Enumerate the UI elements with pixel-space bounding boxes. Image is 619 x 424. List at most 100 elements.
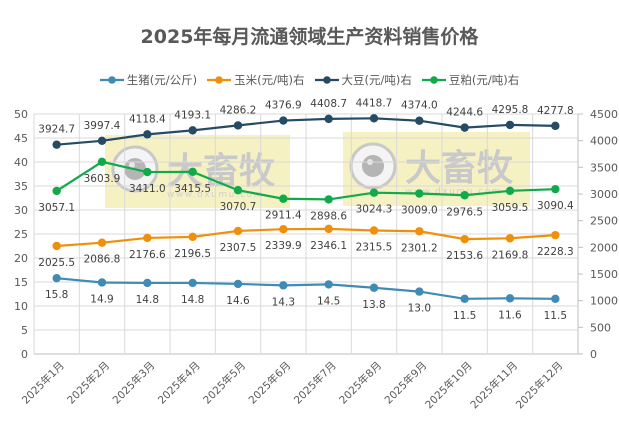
data-point: [52, 186, 61, 196]
y-right-tick: 3000: [590, 188, 618, 201]
y-left-tick: 10: [14, 300, 28, 313]
data-point: [233, 186, 243, 195]
data-label: 4286.2: [220, 104, 257, 116]
y-left-tick: 0: [21, 348, 28, 361]
data-point: [188, 167, 197, 177]
x-tick-label: 2025年11月: [468, 359, 520, 411]
data-label: 14.5: [317, 295, 340, 307]
data-point: [143, 167, 152, 177]
data-label: 4193.1: [174, 109, 211, 121]
data-point: [415, 227, 424, 236]
data-label: 3415.5: [174, 183, 211, 195]
data-label: 14.3: [272, 296, 295, 308]
data-point: [324, 195, 333, 204]
data-point: [143, 130, 152, 139]
data-label: 4277.8: [537, 105, 574, 117]
x-tick-label: 2025年1月: [19, 359, 67, 407]
y-right-tick: 1000: [590, 295, 618, 308]
data-point: [460, 123, 469, 132]
data-label: 4418.7: [356, 97, 393, 109]
series-line: 3924.7 3997.4 4118.4 4193.1 4286.2 4376.9 4408…: [38, 97, 574, 149]
data-label: 3059.5: [492, 202, 529, 214]
chart-title: 2025年每月流通领域生产资料销售价格: [140, 26, 479, 48]
svg-text:大畜牧: 大畜牧: [405, 148, 514, 189]
data-point: [505, 294, 515, 303]
data-label: 2301.2: [401, 242, 438, 254]
data-point: [279, 225, 288, 234]
series-line: 3057.1 3603.9 3411.0 3415.5 3070.7 2911.4 2898…: [38, 157, 574, 222]
data-point: [52, 140, 61, 149]
y-left-tick: 25: [14, 228, 28, 241]
data-label: 4376.9: [265, 100, 302, 112]
x-tick-label: 2025年7月: [291, 359, 339, 407]
data-point: [143, 278, 152, 288]
legend-label: 玉米(元/吨)右: [234, 73, 305, 87]
data-label: 3603.9: [84, 173, 121, 185]
legend-marker-icon: [99, 76, 124, 84]
x-tick-label: 2025年2月: [64, 359, 112, 407]
data-point: [52, 273, 61, 283]
svg-text:www.dxumu.com: www.dxumu.com: [167, 190, 264, 200]
x-tick-label: 2025年8月: [336, 359, 384, 407]
data-point: [505, 234, 515, 243]
x-tick-label: 2025年10月: [422, 359, 474, 411]
series-line: 2025.5 2086.8 2176.6 2196.5 2307.5 2339.9 2346…: [38, 224, 574, 269]
data-label: 2339.9: [265, 240, 302, 252]
data-label: 3997.4: [84, 120, 121, 132]
data-point: [188, 126, 197, 135]
legend-marker-icon: [314, 76, 339, 84]
data-label: 2307.5: [220, 242, 257, 254]
y-right-tick: 4500: [590, 108, 618, 121]
data-point: [233, 226, 243, 236]
y-left-tick: 50: [14, 108, 28, 121]
data-label: 2196.5: [174, 248, 211, 260]
data-label: 4118.4: [129, 113, 166, 125]
data-label: 14.8: [181, 294, 204, 306]
data-point: [188, 232, 197, 242]
data-label: 3024.3: [356, 204, 393, 216]
legend-item: 大豆(元/吨)右: [314, 72, 412, 88]
y-left-tick: 30: [14, 204, 28, 217]
data-point: [233, 279, 243, 289]
y-right-tick: 500: [590, 321, 611, 334]
legend: 生猪(元/公斤) 玉米(元/吨)右 大豆(元/吨)右 豆粕(元/吨)右: [0, 72, 619, 88]
data-point: [369, 226, 379, 235]
data-point: [97, 238, 107, 247]
data-point: [415, 287, 424, 296]
svg-text:www.dxumu.com: www.dxumu.com: [405, 187, 502, 197]
y-left-tick: 20: [14, 252, 28, 265]
data-label: 11.5: [453, 310, 476, 322]
data-point: [505, 120, 515, 130]
data-point: [369, 114, 379, 123]
data-point: [324, 114, 333, 124]
data-label: 13.8: [362, 299, 385, 311]
x-tick-label: 2025年6月: [246, 359, 294, 407]
data-label: 3090.4: [537, 200, 574, 212]
data-label: 4408.7: [310, 98, 347, 110]
x-tick-label: 2025年12月: [513, 359, 565, 411]
y-right-tick: 0: [590, 348, 597, 361]
data-point: [188, 278, 197, 288]
data-point: [233, 121, 243, 130]
y-left-tick: 40: [14, 156, 28, 169]
y-right-tick: 2500: [590, 215, 618, 228]
data-point: [460, 234, 469, 244]
data-label: 2346.1: [310, 240, 347, 252]
data-label: 4374.0: [401, 100, 438, 112]
data-label: 2228.3: [537, 246, 574, 258]
y-right-tick: 3500: [590, 161, 618, 174]
data-label: 4244.6: [446, 107, 483, 119]
data-label: 11.6: [498, 309, 522, 321]
data-point: [324, 224, 333, 234]
data-point: [279, 116, 288, 125]
data-label: 3009.0: [401, 205, 438, 217]
data-point: [52, 241, 61, 251]
y-right-tick: 2000: [590, 241, 618, 254]
data-point: [551, 121, 560, 131]
data-point: [505, 186, 515, 196]
legend-item: 生猪(元/公斤): [99, 72, 197, 88]
data-label: 4295.8: [492, 104, 529, 116]
data-label: 2086.8: [84, 254, 121, 266]
